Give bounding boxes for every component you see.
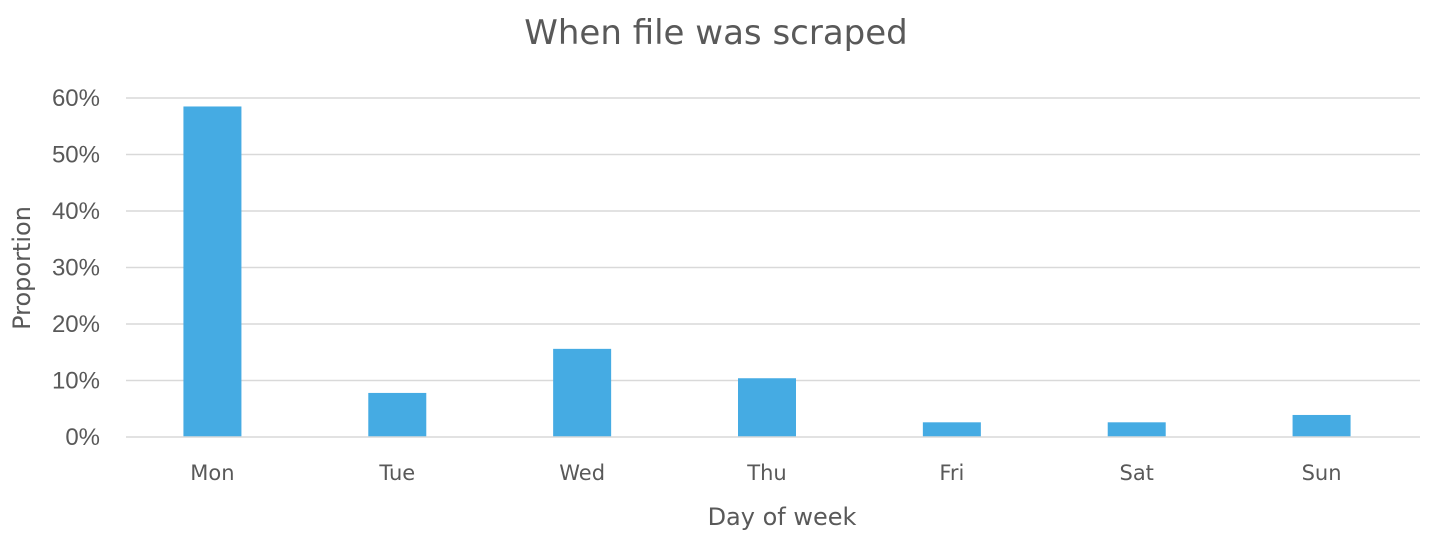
x-tick-label: Wed	[559, 461, 605, 485]
bar-thu	[738, 378, 796, 437]
y-tick-label: 40%	[52, 198, 100, 225]
bar-tue	[368, 392, 427, 437]
x-tick-label: Sat	[1119, 461, 1153, 485]
y-tick-label: 0%	[65, 424, 100, 451]
y-axis-title: Proportion	[8, 206, 36, 330]
bar-mon	[183, 106, 242, 437]
x-tick-label: Mon	[190, 461, 234, 485]
x-tick-label: Tue	[378, 461, 415, 485]
x-tick-label: Sun	[1302, 461, 1342, 485]
bar-sat	[1107, 422, 1166, 437]
y-tick-label: 20%	[52, 311, 100, 338]
bars	[183, 106, 1351, 437]
x-tick-label: Fri	[939, 461, 964, 485]
y-tick-label: 60%	[52, 85, 100, 112]
x-tick-label: Thu	[746, 461, 786, 485]
gridlines	[126, 97, 1420, 382]
y-tick-label: 30%	[52, 255, 100, 282]
bar-sun	[1292, 414, 1351, 437]
bar-wed	[553, 348, 612, 437]
x-axis-ticks: Mon Tue Wed Thu Fri Sat Sun	[190, 461, 1341, 485]
x-axis-title: Day of week	[708, 503, 857, 531]
chart-title: When file was scraped	[524, 13, 908, 53]
y-axis-ticks: 0% 10% 20% 30% 40% 50% 60%	[52, 85, 100, 451]
bar-fri	[922, 422, 981, 437]
y-tick-label: 10%	[52, 368, 100, 395]
y-tick-label: 50%	[52, 142, 100, 169]
